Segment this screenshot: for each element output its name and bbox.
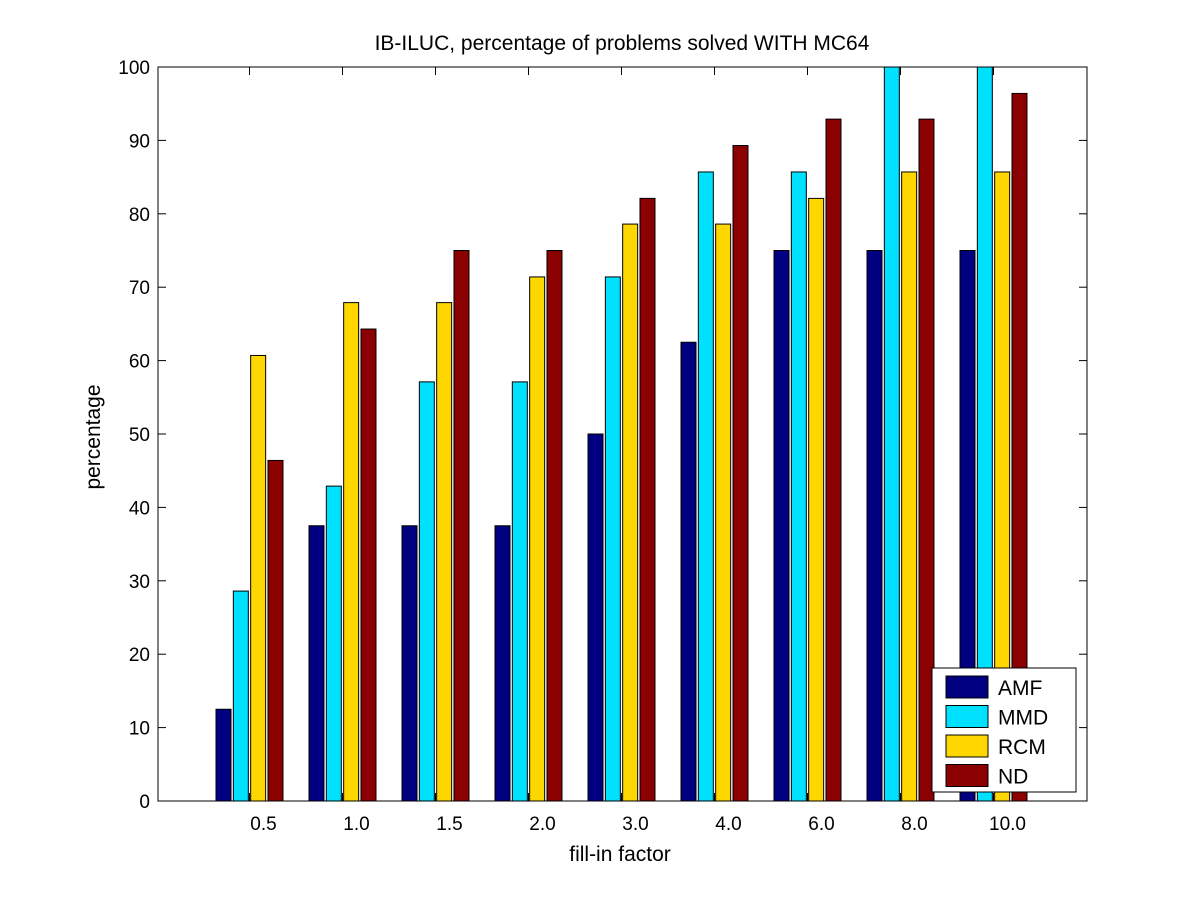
x-tick-label: 2.0 [529, 814, 555, 835]
legend-label-rcm: RCM [998, 736, 1046, 759]
legend: AMF MMD RCM ND [931, 667, 1077, 793]
bar-rcm-1.0 [343, 302, 360, 802]
bar-rcm-8.0 [901, 171, 918, 802]
bar-nd-1.0 [360, 328, 377, 802]
bar-nd-0.5 [267, 459, 284, 802]
x-tick-label: 10.0 [989, 814, 1026, 835]
chart-title: IB-ILUC, percentage of problems solved W… [375, 32, 870, 55]
bar-mmd-2.0 [511, 381, 528, 802]
legend-label-mmd: MMD [998, 707, 1048, 730]
legend-label-amf: AMF [998, 677, 1042, 700]
bar-amf-1.5 [401, 525, 418, 802]
legend-swatch-mmd [945, 705, 989, 728]
bar-amf-3.0 [587, 433, 604, 802]
bar-rcm-10.0 [994, 171, 1011, 802]
bar-nd-6.0 [825, 118, 842, 802]
bar-amf-10.0 [959, 250, 976, 802]
bar-amf-2.0 [494, 525, 511, 802]
y-tick-label: 0 [139, 792, 150, 813]
bar-nd-8.0 [918, 118, 935, 802]
bar-amf-4.0 [680, 341, 697, 802]
y-axis-label: percentage [82, 384, 105, 489]
legend-label-nd: ND [998, 766, 1028, 789]
bar-amf-0.5 [215, 708, 232, 802]
y-tick-label: 50 [129, 425, 150, 446]
bar-amf-6.0 [773, 250, 790, 802]
x-tick-label: 0.5 [250, 814, 276, 835]
x-tick-label: 4.0 [715, 814, 741, 835]
bar-nd-3.0 [639, 197, 656, 802]
y-tick-label: 40 [129, 498, 150, 519]
bar-rcm-4.0 [715, 223, 732, 802]
y-tick-label: 10 [129, 719, 150, 740]
bar-amf-1.0 [308, 525, 325, 802]
bar-rcm-2.0 [529, 276, 546, 802]
bar-rcm-6.0 [808, 197, 825, 802]
plot-area: 0 10 20 30 40 50 60 70 80 90 100 0.5 1.0 1.5 2.0 3.0 4.0… [118, 58, 1088, 835]
x-tick-label: 3.0 [622, 814, 648, 835]
bar-mmd-10.0 [976, 66, 993, 802]
y-tick-label: 100 [118, 58, 150, 79]
bar-mmd-1.0 [325, 485, 342, 802]
bar-mmd-4.0 [697, 171, 714, 802]
bar-nd-2.0 [546, 250, 563, 802]
bar-amf-8.0 [866, 250, 883, 802]
bar-rcm-0.5 [250, 354, 267, 802]
x-tick-label: 8.0 [901, 814, 927, 835]
x-tick-label: 6.0 [808, 814, 834, 835]
y-tick-label: 90 [129, 131, 150, 152]
y-tick-label: 30 [129, 572, 150, 593]
legend-swatch-rcm [945, 734, 989, 758]
bar-mmd-6.0 [790, 171, 807, 802]
bar-mmd-8.0 [883, 66, 900, 802]
bar-rcm-3.0 [622, 223, 639, 802]
y-tick-label: 60 [129, 352, 150, 373]
bar-nd-4.0 [732, 145, 749, 802]
x-axis-label: fill-in factor [569, 843, 671, 866]
legend-swatch-amf [945, 675, 989, 699]
bar-mmd-3.0 [604, 276, 621, 802]
y-tick-label: 70 [129, 278, 150, 299]
bar-mmd-0.5 [232, 590, 249, 802]
bar-mmd-1.5 [418, 381, 435, 802]
bar-nd-10.0 [1011, 92, 1028, 802]
bar-rcm-1.5 [436, 302, 453, 802]
y-tick-label: 80 [129, 205, 150, 226]
bar-nd-1.5 [453, 250, 470, 802]
x-tick-label: 1.0 [343, 814, 369, 835]
legend-swatch-nd [945, 764, 989, 787]
x-tick-label: 1.5 [436, 814, 462, 835]
y-tick-label: 20 [129, 645, 150, 666]
